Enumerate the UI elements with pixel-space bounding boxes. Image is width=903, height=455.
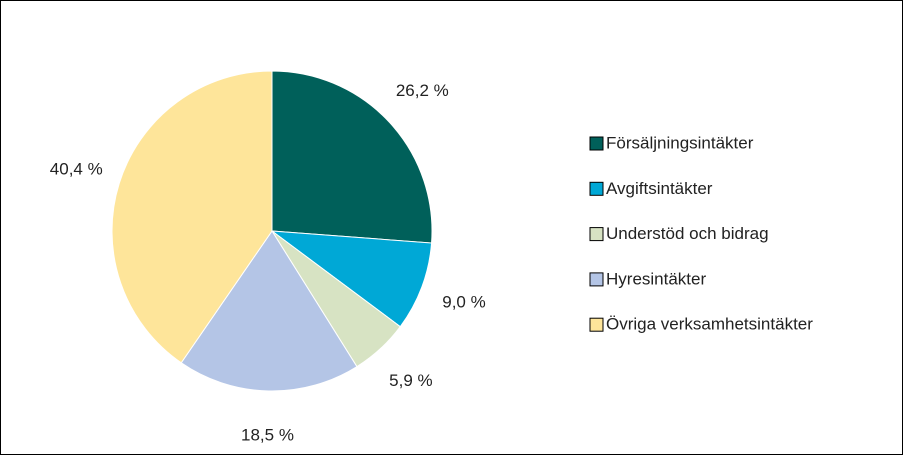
pie-slice	[111, 70, 273, 364]
pie-slice	[270, 230, 433, 328]
data-label: 40,4 %	[50, 160, 103, 179]
data-label: 5,9 %	[389, 371, 432, 390]
legend-label: Understöd och bidrag	[606, 224, 769, 243]
legend-label: Försäljningsintäkter	[606, 133, 754, 152]
data-label: 9,0 %	[442, 292, 485, 311]
legend-swatch	[589, 136, 604, 151]
data-label: 26,2 %	[396, 81, 449, 100]
legend-label: Hyresintäkter	[606, 269, 706, 288]
legend-swatch	[589, 227, 604, 242]
legend-swatch	[589, 181, 604, 196]
legend-label: Övriga verksamhetsintäkter	[606, 315, 813, 334]
legend-label: Avgiftsintäkter	[606, 179, 713, 198]
pie-slice	[180, 230, 358, 392]
legend-swatch	[589, 272, 604, 287]
pie-slice	[271, 70, 433, 244]
data-label: 18,5 %	[241, 425, 294, 444]
legend-swatch	[589, 317, 604, 332]
